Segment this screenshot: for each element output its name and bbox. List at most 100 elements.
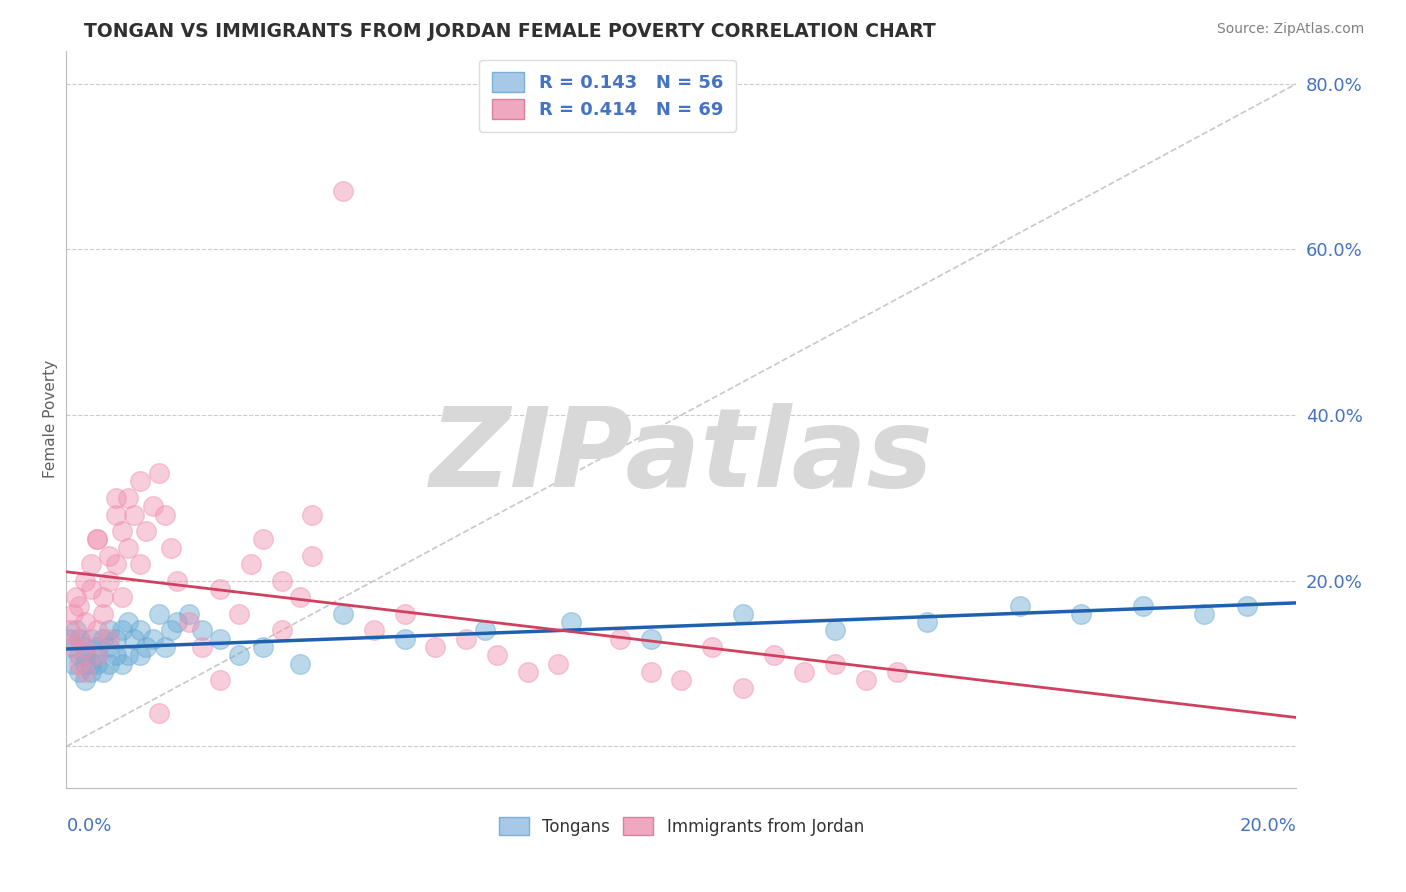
Point	[67, 632, 90, 646]
Point	[80, 632, 103, 646]
Point	[793, 665, 815, 679]
Point	[640, 665, 662, 679]
Point	[855, 673, 877, 688]
Point	[62, 607, 84, 621]
Point	[73, 665, 96, 679]
Y-axis label: Female Poverty: Female Poverty	[44, 360, 58, 478]
Point	[111, 624, 134, 638]
Point	[190, 624, 212, 638]
Point	[73, 640, 96, 654]
Point	[86, 624, 108, 638]
Point	[148, 466, 170, 480]
Point	[117, 648, 139, 663]
Point	[67, 648, 90, 663]
Point	[67, 632, 90, 646]
Point	[886, 665, 908, 679]
Legend: Tongans, Immigrants from Jordan: Tongans, Immigrants from Jordan	[489, 807, 875, 846]
Point	[288, 657, 311, 671]
Point	[73, 673, 96, 688]
Point	[609, 632, 631, 646]
Text: ZIPatlas: ZIPatlas	[429, 402, 934, 509]
Point	[153, 508, 176, 522]
Point	[117, 541, 139, 555]
Point	[1008, 599, 1031, 613]
Point	[166, 615, 188, 630]
Point	[98, 624, 121, 638]
Point	[104, 648, 127, 663]
Point	[122, 632, 145, 646]
Point	[98, 657, 121, 671]
Point	[98, 640, 121, 654]
Point	[104, 491, 127, 505]
Point	[117, 615, 139, 630]
Point	[62, 657, 84, 671]
Point	[270, 574, 292, 588]
Point	[917, 615, 939, 630]
Point	[80, 657, 103, 671]
Point	[80, 665, 103, 679]
Point	[67, 665, 90, 679]
Point	[111, 657, 134, 671]
Point	[160, 541, 183, 555]
Point	[98, 574, 121, 588]
Point	[98, 549, 121, 563]
Point	[86, 640, 108, 654]
Point	[456, 632, 478, 646]
Point	[166, 574, 188, 588]
Point	[73, 574, 96, 588]
Point	[209, 673, 232, 688]
Point	[129, 624, 152, 638]
Point	[332, 185, 354, 199]
Point	[58, 624, 80, 638]
Point	[129, 648, 152, 663]
Point	[104, 508, 127, 522]
Point	[640, 632, 662, 646]
Text: 20.0%: 20.0%	[1240, 817, 1296, 835]
Point	[1070, 607, 1092, 621]
Point	[731, 681, 754, 696]
Point	[135, 640, 157, 654]
Point	[228, 648, 250, 663]
Point	[65, 624, 87, 638]
Point	[547, 657, 569, 671]
Point	[86, 648, 108, 663]
Point	[73, 657, 96, 671]
Point	[824, 657, 846, 671]
Point	[86, 657, 108, 671]
Point	[62, 640, 84, 654]
Point	[824, 624, 846, 638]
Point	[62, 640, 84, 654]
Point	[209, 632, 232, 646]
Point	[93, 632, 115, 646]
Point	[731, 607, 754, 621]
Point	[148, 607, 170, 621]
Point	[1236, 599, 1258, 613]
Text: 0.0%: 0.0%	[66, 817, 112, 835]
Point	[560, 615, 582, 630]
Point	[153, 640, 176, 654]
Point	[86, 533, 108, 547]
Point	[117, 491, 139, 505]
Point	[474, 624, 496, 638]
Point	[104, 558, 127, 572]
Point	[86, 648, 108, 663]
Point	[129, 558, 152, 572]
Point	[671, 673, 693, 688]
Point	[160, 624, 183, 638]
Point	[394, 607, 416, 621]
Text: Source: ZipAtlas.com: Source: ZipAtlas.com	[1216, 22, 1364, 37]
Point	[301, 549, 323, 563]
Point	[86, 533, 108, 547]
Point	[141, 632, 163, 646]
Point	[67, 599, 90, 613]
Point	[58, 632, 80, 646]
Point	[1132, 599, 1154, 613]
Point	[93, 591, 115, 605]
Point	[252, 533, 274, 547]
Point	[122, 508, 145, 522]
Point	[93, 665, 115, 679]
Point	[141, 500, 163, 514]
Point	[209, 582, 232, 596]
Point	[93, 607, 115, 621]
Point	[80, 558, 103, 572]
